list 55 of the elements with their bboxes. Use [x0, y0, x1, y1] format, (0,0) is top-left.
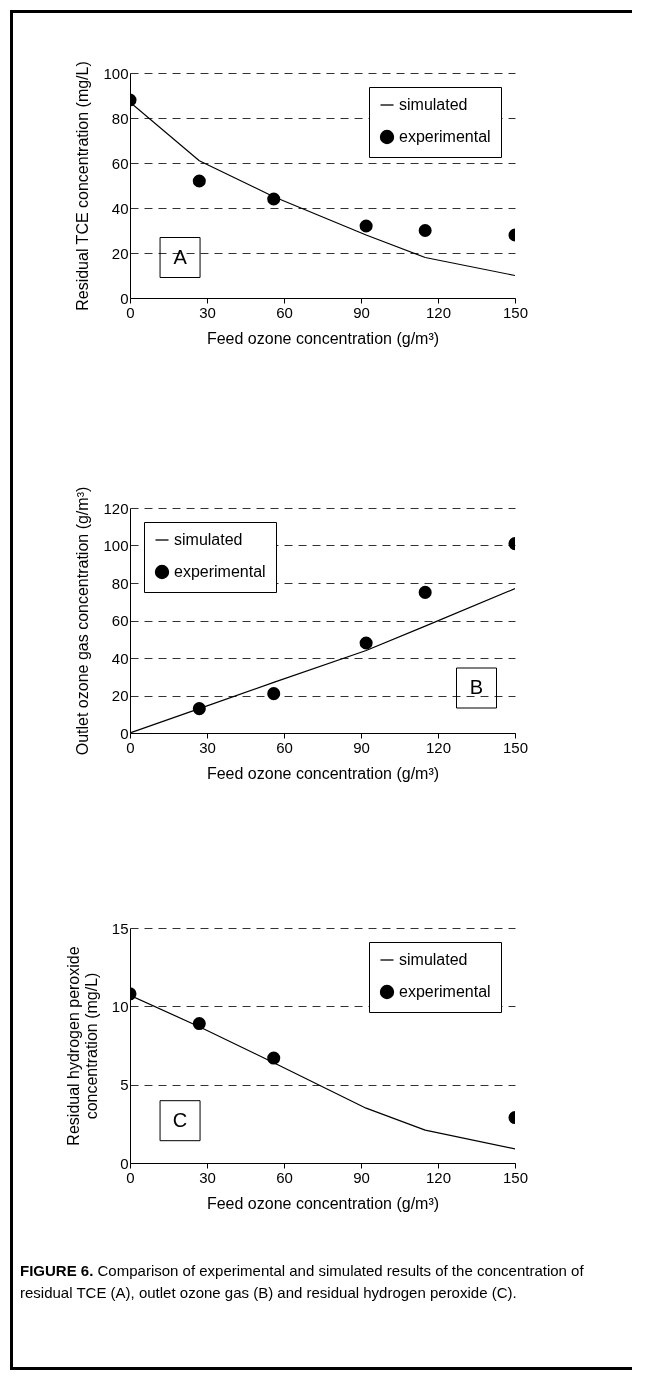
annotation: C [172, 1108, 188, 1131]
point [418, 585, 432, 599]
legend-label: simulated [399, 96, 468, 113]
x-tick-label: 90 [353, 1168, 370, 1186]
x-tick-label: 30 [199, 303, 216, 321]
x-axis-title: Feed ozone concentration (g/m³) [206, 1194, 440, 1212]
x-tick-label: 60 [276, 738, 293, 756]
annotation: A [173, 245, 188, 268]
point [418, 223, 432, 238]
y-tick-label: 100 [103, 64, 129, 82]
legend-label: experimental [399, 983, 491, 1000]
x-axis-title: Feed ozone concentration (g/m³) [206, 329, 440, 347]
point [267, 687, 281, 701]
x-tick-label: 90 [353, 303, 370, 321]
y-tick-label: 60 [111, 154, 129, 172]
x-tick-label: 60 [276, 1168, 293, 1186]
x-tick-label: 120 [425, 738, 452, 756]
y-axis-title: Residual TCE concentration (mg/L) [74, 61, 92, 311]
x-tick-label: 120 [425, 1168, 452, 1186]
point [359, 636, 373, 650]
y-tick-label: 120 [103, 499, 129, 517]
legend-label: experimental [174, 563, 266, 580]
y-tick-label: 0 [120, 289, 129, 307]
y-tick-label: 80 [111, 574, 129, 592]
y-tick-label: 80 [111, 109, 129, 127]
x-tick-label: 150 [502, 738, 529, 756]
x-axis-title: Feed ozone concentration (g/m³) [206, 764, 440, 782]
y-tick-label: 15 [111, 919, 129, 937]
point [192, 702, 206, 716]
y-tick-label: 100 [103, 537, 129, 554]
legend-label: experimental [399, 128, 491, 145]
annotation: B [469, 676, 484, 698]
point [359, 219, 373, 233]
x-tick-label: 30 [199, 738, 216, 756]
y-tick-label: 60 [111, 612, 129, 629]
legend-label: simulated [174, 531, 243, 548]
x-tick-label: 150 [502, 303, 529, 321]
x-tick-label: 150 [502, 1168, 529, 1186]
y-tick-label: 10 [111, 997, 129, 1015]
x-tick-label: 90 [353, 738, 370, 756]
y-tick-label: 0 [120, 1154, 129, 1172]
y-tick-label: 20 [111, 244, 129, 262]
y-tick-label: 20 [111, 687, 129, 704]
x-tick-label: 120 [425, 303, 452, 321]
y-tick-label: 0 [120, 724, 129, 742]
y-tick-label: 40 [111, 199, 129, 217]
x-tick-label: 60 [276, 303, 293, 321]
legend-label: simulated [399, 951, 468, 968]
y-axis-title: Outlet ozone gas concentration (g/m³) [74, 486, 92, 756]
y-tick-label: 40 [111, 649, 129, 667]
y-axis-title: Residual hydrogen peroxide concentration (mg/L) [64, 946, 100, 1146]
point [267, 192, 281, 206]
x-tick-label: 30 [199, 1168, 216, 1186]
caption: FIGURE 6. Comparison of experimental and simulated results of the concentration of residual TCE (A), outlet ozone gas (B) and residual hydrogen peroxide (C). [20, 1261, 585, 1303]
y-tick-label: 5 [120, 1076, 129, 1094]
